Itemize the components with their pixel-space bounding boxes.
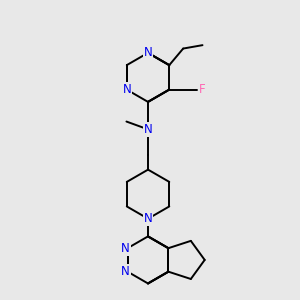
Text: N: N [121, 242, 130, 255]
Text: N: N [122, 83, 131, 96]
Text: F: F [199, 83, 206, 96]
Text: N: N [144, 46, 152, 59]
Text: N: N [144, 212, 152, 225]
Text: N: N [144, 123, 152, 136]
Text: N: N [121, 265, 130, 278]
